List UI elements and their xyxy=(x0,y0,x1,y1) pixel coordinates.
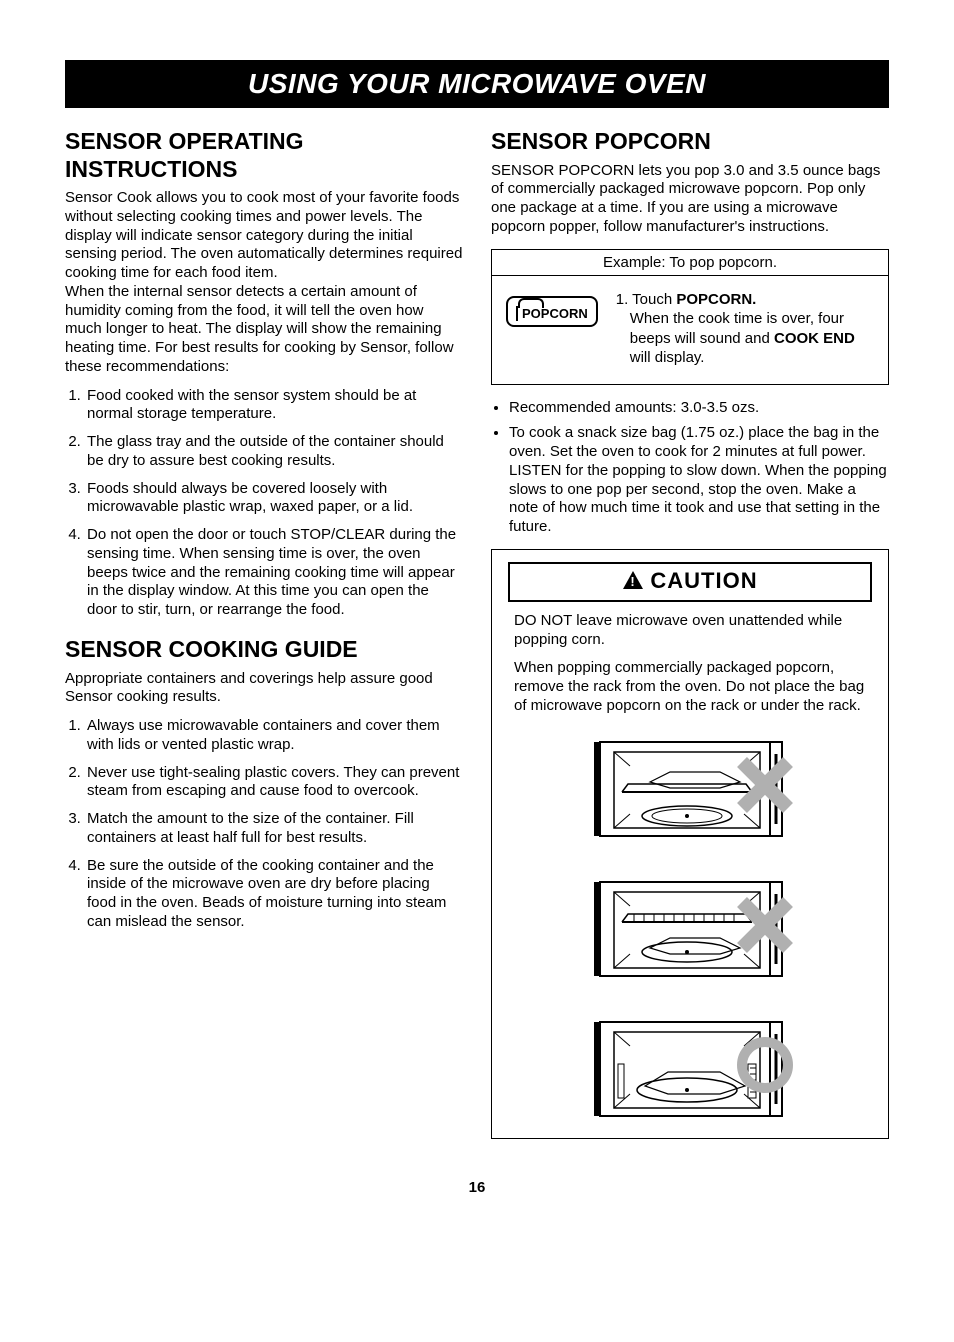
list-item: Food cooked with the sensor system shoul… xyxy=(85,387,463,425)
popcorn-button-label: POPCORN xyxy=(516,306,588,321)
sensor-operating-heading: SENSOR OPERATING INSTRUCTIONS xyxy=(65,128,463,183)
right-column: SENSOR POPCORN SENSOR POPCORN lets you p… xyxy=(491,128,889,1139)
step-line3: will display. xyxy=(630,349,705,366)
list-item: Foods should always be covered loosely w… xyxy=(85,480,463,518)
sensor-popcorn-heading: SENSOR POPCORN xyxy=(491,128,889,156)
sensor-operating-intro: Sensor Cook allows you to cook most of y… xyxy=(65,189,463,377)
caution-box: ! CAUTION DO NOT leave microwave oven un… xyxy=(491,549,889,1139)
popcorn-bullets: Recommended amounts: 3.0-3.5 ozs. To coo… xyxy=(491,399,889,537)
circle-mark-icon xyxy=(736,1036,794,1094)
popcorn-button-graphic: POPCORN xyxy=(506,296,598,327)
caution-paragraph-1: DO NOT leave microwave oven unattended w… xyxy=(492,612,888,650)
diagram-on-rack-incorrect xyxy=(590,734,790,844)
page-number: 16 xyxy=(65,1179,889,1196)
step-bold-cookend: COOK END xyxy=(774,330,855,347)
example-step: 1. Touch POPCORN. When the cook time is … xyxy=(616,290,874,368)
list-item: To cook a snack size bag (1.75 oz.) plac… xyxy=(509,424,889,537)
step-bold-popcorn: POPCORN. xyxy=(676,291,756,308)
caution-paragraph-2: When popping commercially packaged popco… xyxy=(492,659,888,715)
list-item: Always use microwavable containers and c… xyxy=(85,717,463,755)
x-mark-icon xyxy=(736,756,794,814)
list-item: Never use tight-sealing plastic covers. … xyxy=(85,764,463,802)
list-item: Match the amount to the size of the cont… xyxy=(85,810,463,848)
sensor-operating-list: Food cooked with the sensor system shoul… xyxy=(65,387,463,620)
example-header: Example: To pop popcorn. xyxy=(492,250,888,276)
list-item: The glass tray and the outside of the co… xyxy=(85,433,463,471)
warning-triangle-icon: ! xyxy=(622,570,644,596)
example-box: Example: To pop popcorn. POPCORN 1. Touc… xyxy=(491,249,889,385)
caution-label: CAUTION xyxy=(650,568,757,593)
sensor-cooking-guide-heading: SENSOR COOKING GUIDE xyxy=(65,636,463,664)
diagram-under-rack-incorrect xyxy=(590,874,790,984)
caution-header: ! CAUTION xyxy=(508,562,872,602)
sensor-cooking-guide-list: Always use microwavable containers and c… xyxy=(65,717,463,932)
list-item: Be sure the outside of the cooking conta… xyxy=(85,857,463,932)
x-mark-icon xyxy=(736,896,794,954)
sensor-cooking-guide-intro: Appropriate containers and coverings hel… xyxy=(65,670,463,708)
sensor-popcorn-intro: SENSOR POPCORN lets you pop 3.0 and 3.5 … xyxy=(491,162,889,237)
page-title-bar: USING YOUR MICROWAVE OVEN xyxy=(65,60,889,108)
svg-text:!: ! xyxy=(631,574,636,589)
list-item: Recommended amounts: 3.0-3.5 ozs. xyxy=(509,399,889,418)
list-item: Do not open the door or touch STOP/CLEAR… xyxy=(85,526,463,620)
step-prefix: 1. Touch xyxy=(616,291,677,308)
diagram-no-rack-correct xyxy=(590,1014,790,1124)
left-column: SENSOR OPERATING INSTRUCTIONS Sensor Coo… xyxy=(65,128,463,1139)
